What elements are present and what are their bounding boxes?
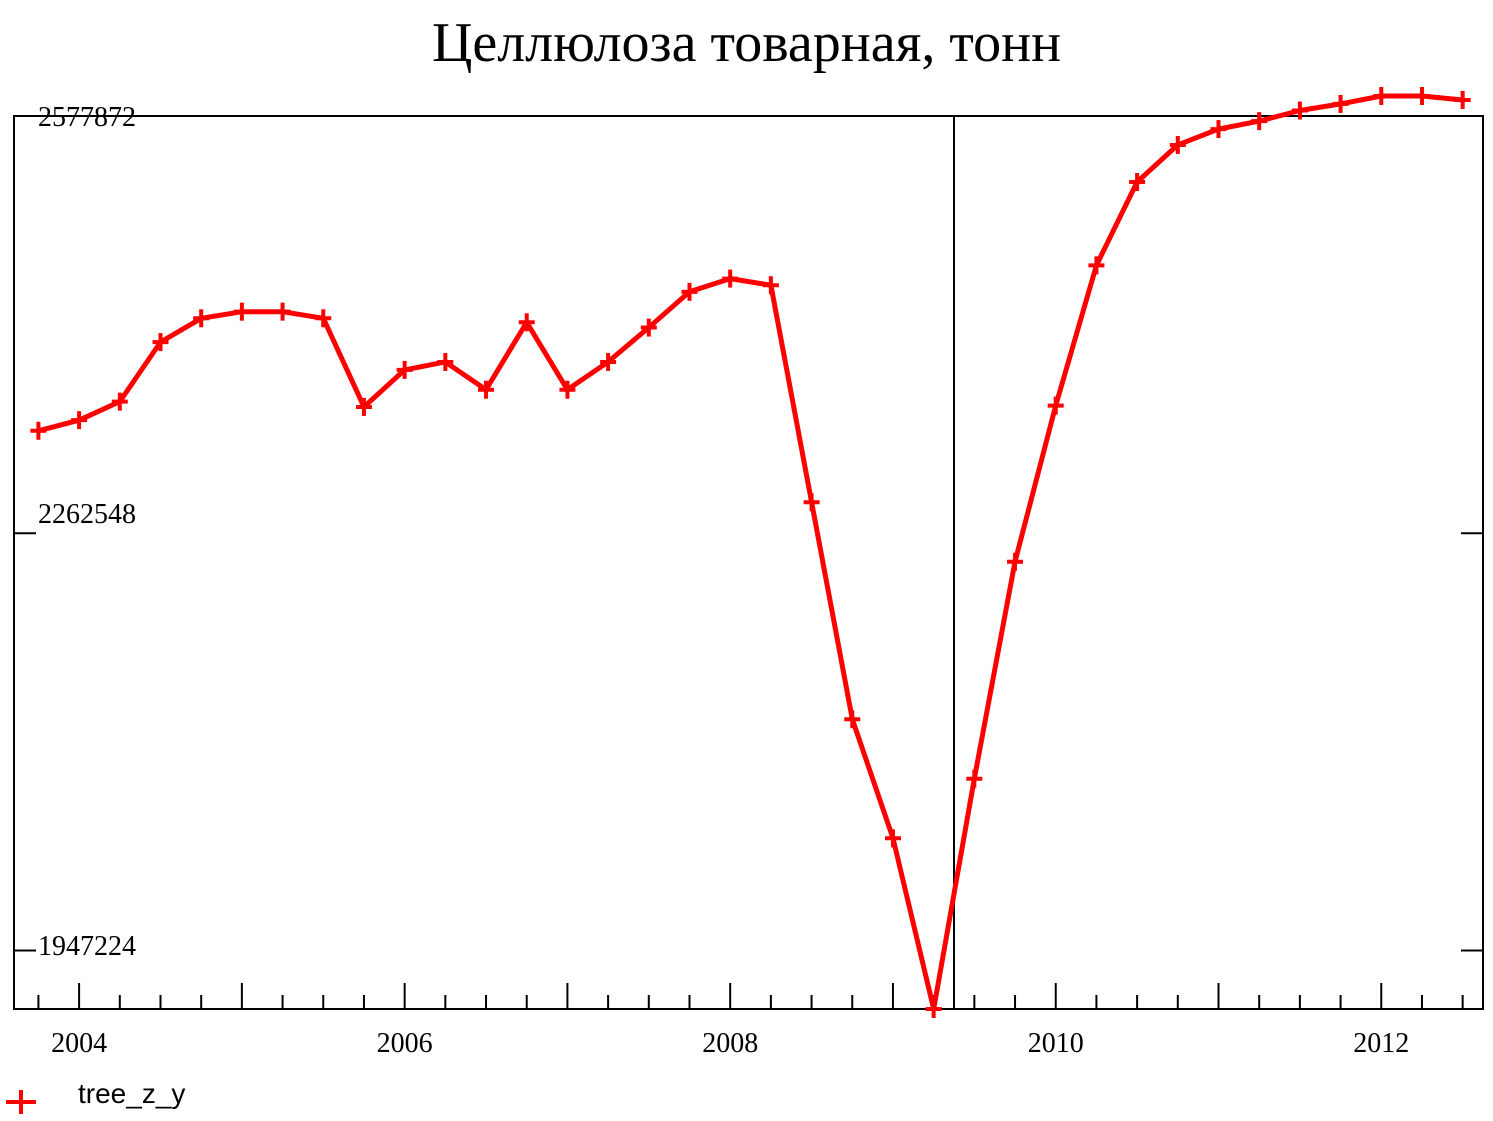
x-tick-label: 2004 — [51, 1028, 107, 1059]
data-point — [844, 710, 861, 729]
data-point — [355, 397, 372, 416]
data-point — [193, 309, 210, 328]
data-point — [884, 829, 901, 848]
data-point — [437, 352, 454, 371]
data-point — [762, 276, 779, 295]
chart-title: Целлюлоза товарная, тонн — [431, 12, 1062, 74]
y-tick-label: 2577872 — [38, 102, 136, 133]
data-point — [233, 302, 250, 321]
data-point — [966, 769, 983, 788]
data-point — [1007, 552, 1024, 571]
x-tick-label: 2006 — [377, 1028, 433, 1059]
data-point — [111, 392, 128, 411]
y-tick-label: 2262548 — [38, 499, 136, 530]
data-point — [925, 1000, 942, 1018]
data-point — [1047, 396, 1064, 415]
data-point — [803, 493, 820, 512]
data-point — [681, 282, 698, 301]
legend-marker — [6, 1090, 36, 1114]
data-point — [600, 352, 617, 371]
series-line — [37, 93, 1463, 1012]
data-point — [1291, 101, 1308, 120]
data-point — [1373, 86, 1390, 105]
x-axis: 2004 2006 2008 2010 2012 — [37, 983, 1464, 1059]
legend-label: tree_z_y — [78, 1078, 186, 1109]
data-point — [1454, 90, 1471, 109]
x-tick-label: 2008 — [702, 1028, 758, 1059]
x-tick-label: 2012 — [1353, 1028, 1409, 1059]
x-tick-label: 2010 — [1028, 1028, 1084, 1059]
data-point — [1169, 135, 1186, 154]
data-point — [30, 421, 47, 440]
data-point — [274, 302, 291, 321]
data-point — [1210, 120, 1227, 139]
series-layer — [30, 86, 1471, 1018]
data-point — [152, 333, 169, 352]
data-point — [1251, 112, 1268, 131]
data-point — [315, 309, 332, 328]
data-point — [722, 269, 739, 288]
data-point — [559, 380, 576, 399]
data-point — [396, 360, 413, 379]
data-point — [1129, 172, 1146, 191]
data-point — [71, 411, 88, 430]
data-point — [640, 318, 657, 337]
data-point — [518, 313, 535, 332]
y-tick-label: 1947224 — [38, 931, 136, 962]
data-point — [478, 380, 495, 399]
y-axis: 2577872 2262548 1947224 — [14, 102, 1483, 962]
data-point — [1088, 256, 1105, 275]
data-point — [1413, 86, 1430, 105]
plot-frame — [13, 115, 1484, 1010]
data-point — [1332, 94, 1349, 113]
